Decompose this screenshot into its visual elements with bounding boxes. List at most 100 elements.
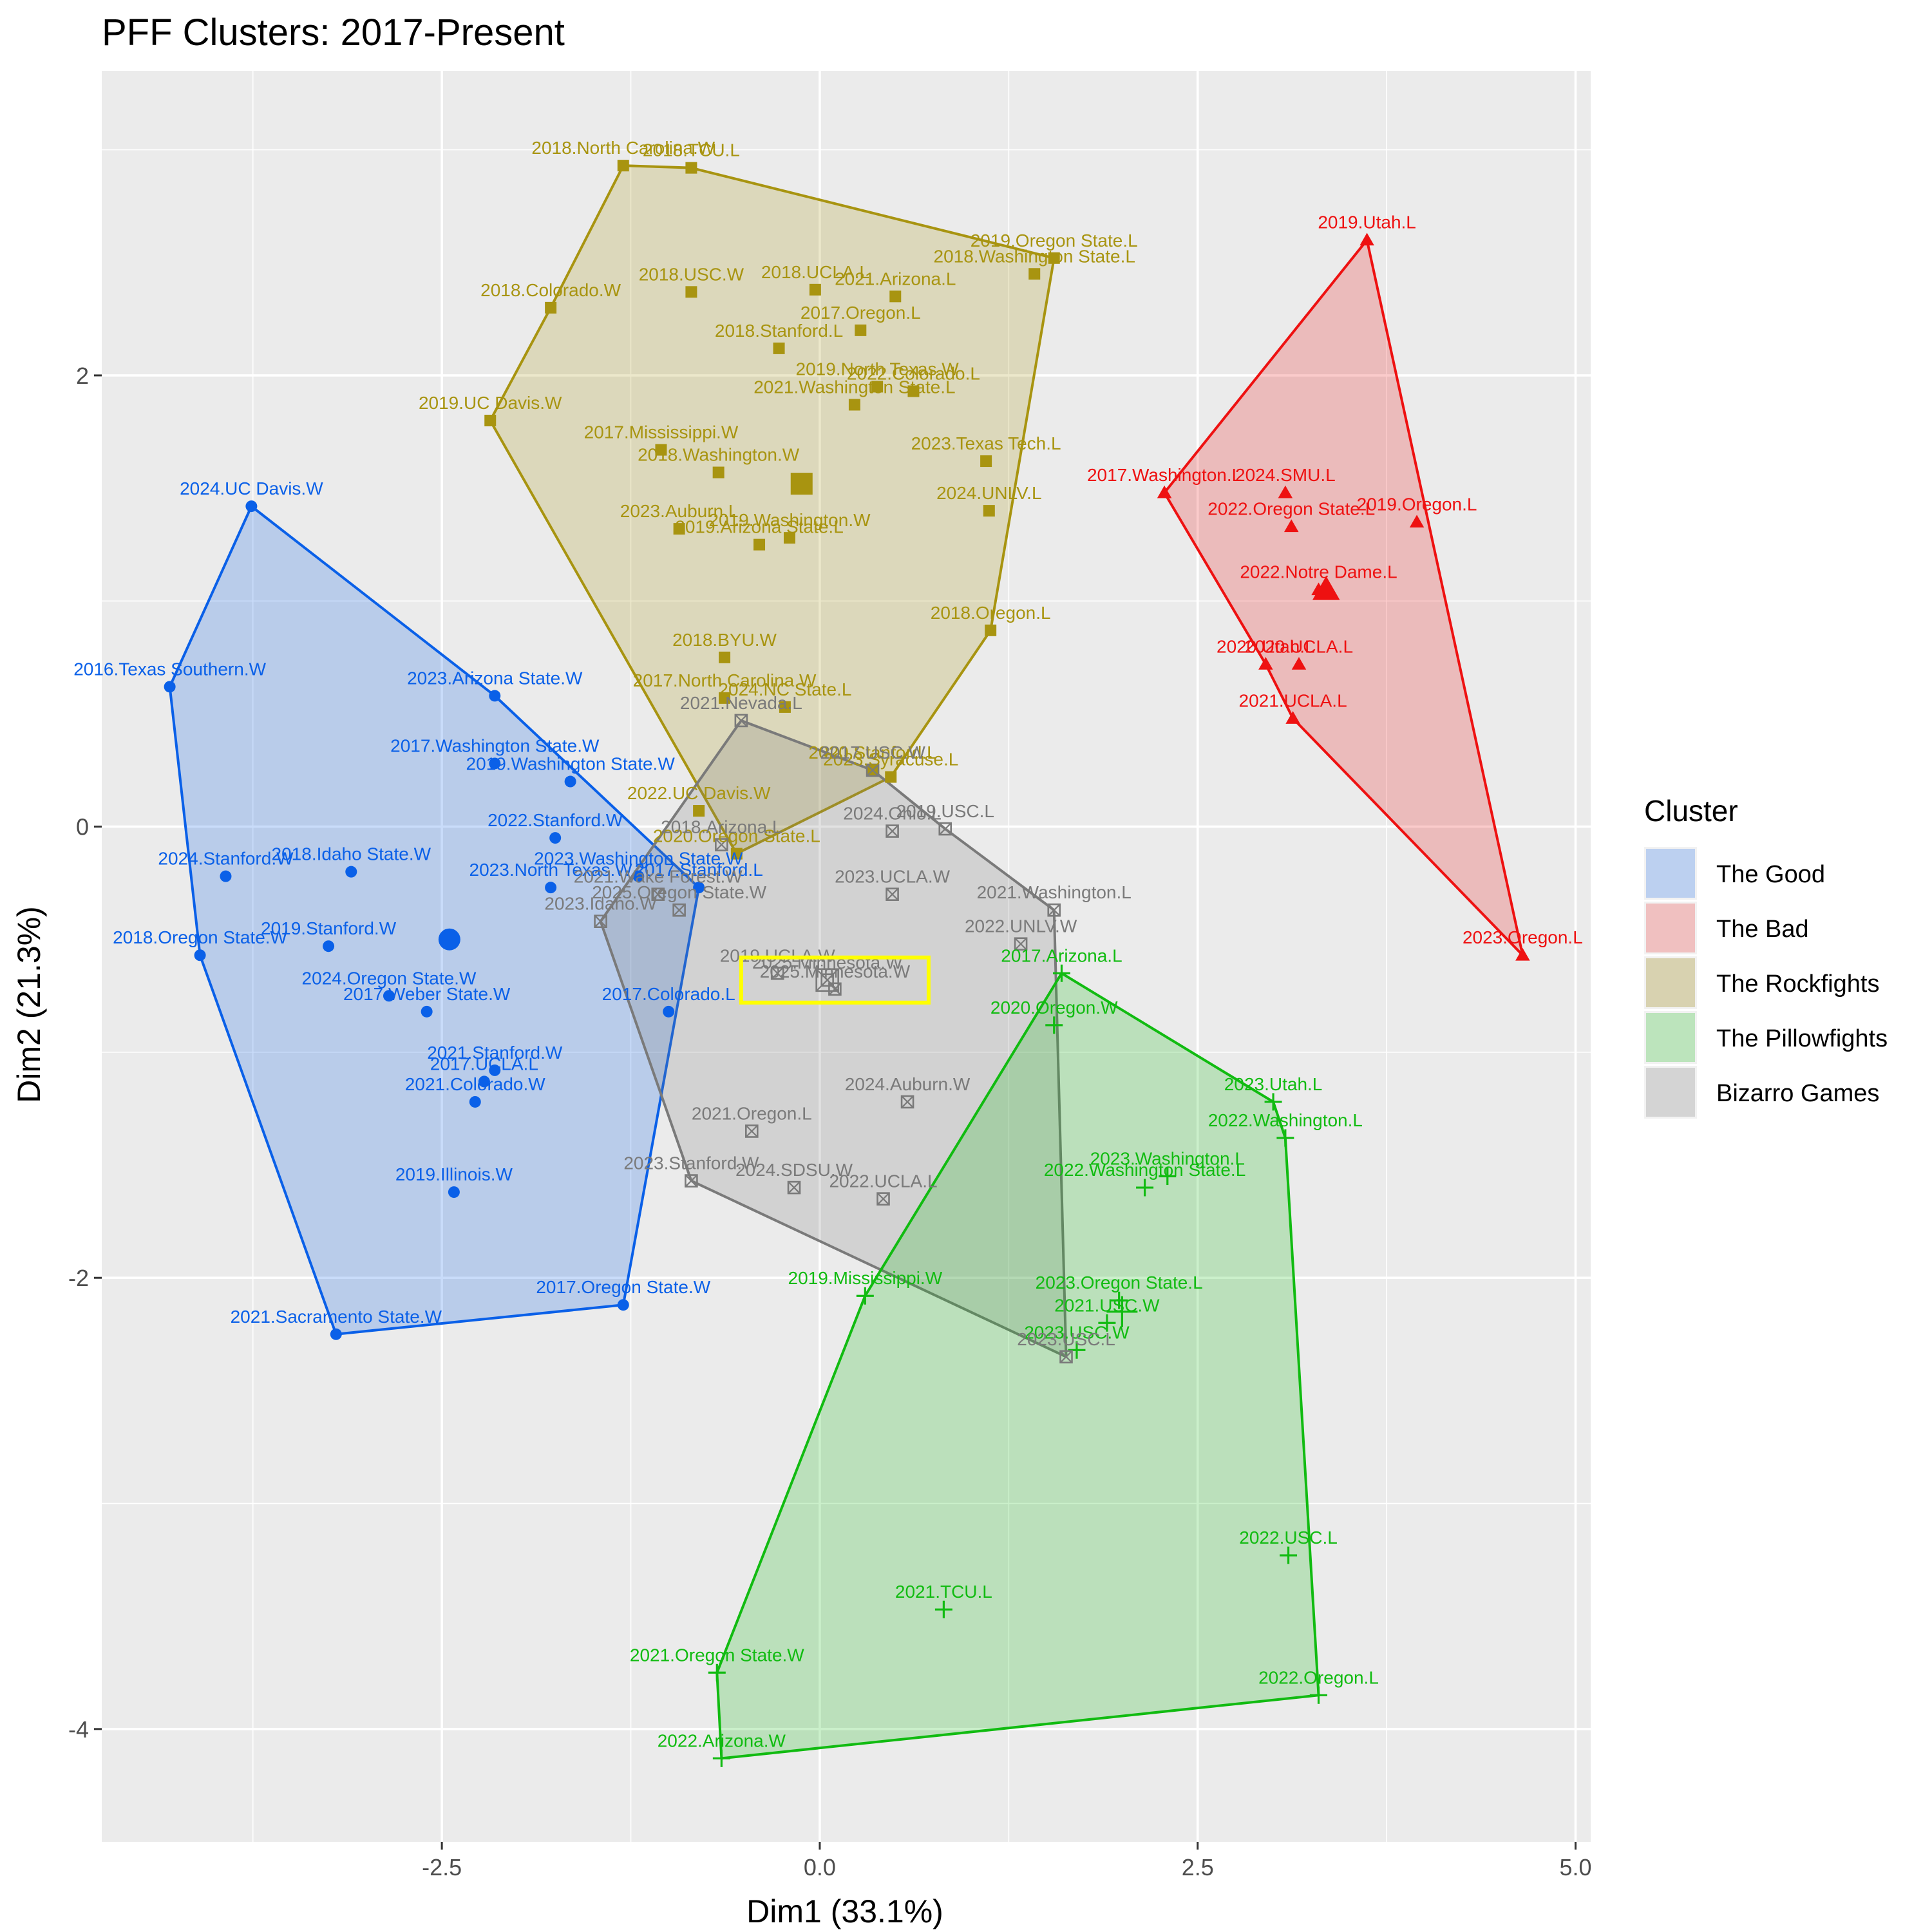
- point-label: 2018.Idaho State.W: [272, 844, 431, 864]
- point-label: 2018.Washington.W: [638, 445, 800, 465]
- data-point: [734, 714, 748, 728]
- y-tick-label: 2: [76, 363, 89, 389]
- cluster-hull: [168, 505, 701, 1336]
- point-label: 2017.North Carolina.W: [633, 670, 817, 690]
- data-point: [617, 160, 629, 172]
- data-point: [985, 624, 997, 636]
- data-point: [1048, 252, 1060, 264]
- point-label: 2018.USC.W: [639, 264, 744, 284]
- legend-label: The Pillowfights: [1716, 1025, 1888, 1052]
- point-label: 2023.Texas Tech.L: [911, 433, 1061, 453]
- data-point: [1047, 903, 1061, 917]
- data-point: [715, 838, 728, 851]
- data-point: [1276, 1129, 1294, 1147]
- point-label: 2019.UC Davis.W: [419, 393, 562, 413]
- point-label: 2023.USC.W: [1024, 1322, 1130, 1342]
- point-label: 2021.Oregon State.W: [630, 1645, 804, 1665]
- data-point: [886, 824, 899, 838]
- data-point: [856, 1287, 874, 1305]
- y-axis-title: Dim2 (21.3%): [11, 906, 47, 1103]
- data-point: [1284, 519, 1299, 533]
- data-point: [1136, 1179, 1154, 1197]
- y-tick-label: -4: [68, 1716, 89, 1743]
- data-point: [1310, 1686, 1328, 1704]
- data-point: [719, 692, 731, 704]
- data-point: [448, 1186, 460, 1198]
- cluster-centroid: [1312, 576, 1340, 600]
- point-label: 2017.Washington State.W: [390, 735, 600, 755]
- data-point: [1157, 485, 1172, 498]
- legend-swatch: [1646, 849, 1695, 898]
- data-point: [220, 870, 232, 882]
- point-label: 2018.Oregon.L: [931, 603, 1051, 623]
- x-axis-title: Dim1 (33.1%): [746, 1893, 943, 1929]
- point-label: 2017.Arizona.L: [1001, 945, 1122, 965]
- point-label: 2021.Oregon.L: [692, 1103, 812, 1123]
- point-label: 2024.Stanford.W: [158, 849, 294, 869]
- point-label: 2024.UC Davis.W: [180, 478, 323, 498]
- data-point: [672, 903, 686, 917]
- point-label: 2024.Oregon State.W: [302, 968, 477, 988]
- point-label: 2023.North Texas.W: [469, 860, 633, 880]
- point-label: 2021.Arizona.L: [835, 269, 956, 289]
- point-label: 2017.Washington.L: [1087, 465, 1242, 485]
- data-point: [712, 466, 724, 478]
- data-point: [663, 1005, 675, 1018]
- point-label: 2017.Oregon.L: [800, 303, 921, 323]
- point-label: 2018.TCU.L: [643, 140, 740, 160]
- point-label: 2021.Colorado.W: [405, 1074, 545, 1094]
- data-point: [809, 283, 821, 296]
- data-point: [421, 1005, 433, 1018]
- data-point: [564, 775, 576, 788]
- point-label: 2017.Colorado.L: [602, 984, 735, 1004]
- point-label: 2021.USC.W: [1054, 1295, 1160, 1315]
- point-label: 2019.Mississippi.W: [788, 1268, 943, 1288]
- data-point: [1014, 937, 1028, 951]
- data-point: [753, 538, 766, 551]
- point-label: 2019.Washington State.W: [466, 754, 676, 774]
- point-label: 2020.Oregon.W: [990, 998, 1118, 1018]
- data-point: [685, 162, 697, 174]
- point-label: 2023.Syracuse.L: [823, 749, 958, 769]
- point-label: 2022.Oregon.L: [1258, 1667, 1379, 1687]
- data-point: [1264, 1093, 1282, 1111]
- data-point: [1258, 657, 1273, 670]
- point-label: 2020.Oregon State.L: [653, 826, 820, 846]
- data-point: [1098, 1314, 1116, 1332]
- point-label: 2023.Utah.L: [1224, 1074, 1323, 1094]
- point-label: 2017.Mississippi.W: [584, 422, 739, 442]
- point-label: 2019.North Texas.W: [796, 359, 960, 379]
- data-point: [730, 848, 743, 860]
- data-point: [693, 805, 705, 817]
- point-label: 2018.Stanford.L: [715, 321, 843, 341]
- legend-swatch: [1646, 1013, 1695, 1062]
- point-label: 2021.Stanford.W: [427, 1043, 563, 1063]
- data-point: [673, 523, 685, 535]
- point-label: 2023.USC.L: [1017, 1329, 1115, 1349]
- data-points: [164, 160, 1530, 1767]
- data-point: [693, 882, 705, 894]
- point-label: 2023.Arizona State.W: [407, 668, 583, 688]
- point-label: 2018.Arizona.L: [661, 817, 782, 837]
- point-label: 2018.North Carolina.W: [531, 138, 715, 158]
- data-point: [469, 1095, 481, 1108]
- point-label: 2017.Oregon State.W: [536, 1277, 710, 1297]
- data-point: [900, 1095, 914, 1109]
- data-point: [980, 455, 992, 468]
- data-point: [779, 701, 791, 713]
- point-label: 2021.Washington.L: [977, 882, 1132, 902]
- data-point: [383, 990, 395, 1002]
- data-point: [712, 1749, 730, 1767]
- point-label: 2023.Auburn.L: [620, 501, 739, 521]
- point-label: 2019.Stanford.W: [261, 918, 397, 938]
- data-point: [489, 757, 501, 770]
- data-point: [655, 444, 667, 456]
- point-label: 2023.Washington.L: [1090, 1149, 1245, 1169]
- data-point: [549, 832, 562, 844]
- point-label: 2019.Illinois.W: [395, 1164, 513, 1184]
- point-label: 2021.UCLA.L: [1239, 690, 1347, 710]
- cluster-hull: [599, 719, 1068, 1358]
- cluster-centroid: [815, 968, 839, 992]
- data-point: [594, 914, 607, 929]
- data-point: [478, 1075, 490, 1088]
